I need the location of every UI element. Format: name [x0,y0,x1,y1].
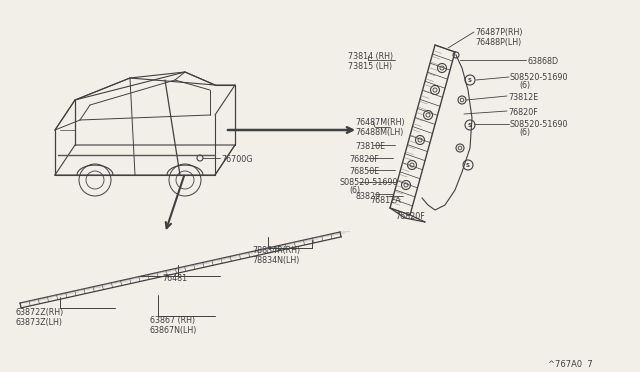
Text: (6): (6) [349,186,360,195]
Text: 63867 (RH): 63867 (RH) [150,316,195,325]
Text: 63867N(LH): 63867N(LH) [150,326,197,335]
Text: 63872Z(RH): 63872Z(RH) [15,308,63,317]
Text: 78834N(LH): 78834N(LH) [252,256,300,265]
Text: (6): (6) [519,128,530,137]
Text: 76481: 76481 [162,274,187,283]
Text: 76488M(LH): 76488M(LH) [355,128,403,137]
Text: 76488P(LH): 76488P(LH) [475,38,521,47]
Text: ^767A0  7: ^767A0 7 [548,360,593,369]
Text: 73815 (LH): 73815 (LH) [348,62,392,71]
Text: 73810E: 73810E [355,142,385,151]
Text: S: S [468,123,472,128]
Text: (6): (6) [519,81,530,90]
Text: S08520-51690: S08520-51690 [510,120,568,129]
Text: 83829: 83829 [355,192,380,201]
Text: 76812A: 76812A [370,196,401,205]
Text: 78834R(RH): 78834R(RH) [252,246,300,255]
Text: 73812E: 73812E [508,93,538,102]
Text: 73814 (RH): 73814 (RH) [348,52,393,61]
Text: 76820F: 76820F [508,108,538,117]
Text: S08520-51690: S08520-51690 [510,73,568,82]
Text: 76487P(RH): 76487P(RH) [475,28,522,37]
Text: S: S [466,163,470,168]
Text: S08520-51690: S08520-51690 [340,178,399,187]
Text: S: S [468,78,472,83]
Text: 76820F: 76820F [395,212,425,221]
Text: 76820F: 76820F [349,155,379,164]
Text: 63873Z(LH): 63873Z(LH) [15,318,62,327]
Text: 63868D: 63868D [527,57,558,66]
Text: 76487M(RH): 76487M(RH) [355,118,404,127]
Text: 76850E: 76850E [349,167,380,176]
Text: 76700G: 76700G [221,155,253,164]
